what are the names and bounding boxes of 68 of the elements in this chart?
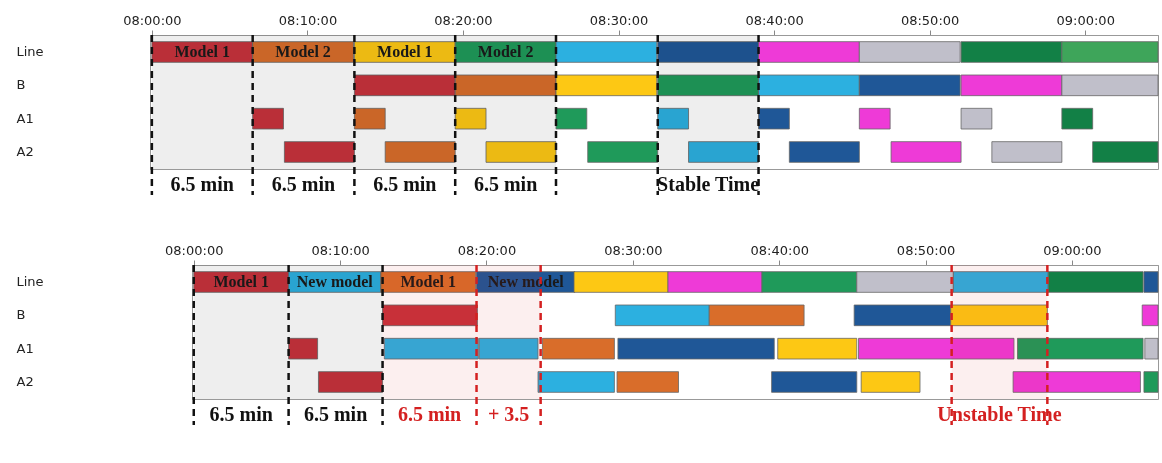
x-tick-label: 08:20:00 (457, 242, 517, 258)
bar (382, 304, 478, 327)
band-label: 6.5 min (473, 173, 538, 195)
y-tick-label: B (16, 307, 26, 323)
band-label: + 3.5 (487, 403, 530, 425)
band-label: 6.5 min (397, 403, 462, 425)
y-tick-label: A1 (16, 340, 34, 356)
x-tick-label: 08:00:00 (123, 12, 182, 28)
bar (541, 337, 615, 360)
y-tick-label: A2 (16, 144, 34, 159)
bar (1141, 304, 1159, 327)
data-label: New model (487, 273, 565, 290)
bar (284, 141, 355, 163)
y-tick-label: B (16, 77, 26, 93)
x-tick-label: 09:00:00 (1043, 242, 1102, 258)
bar (454, 107, 487, 130)
bar (1092, 141, 1159, 163)
x-tick-label: 08:40:00 (750, 242, 809, 258)
data-label: New model (296, 273, 374, 290)
data-label: Model 1 (400, 273, 456, 290)
bar (771, 371, 858, 393)
bar (890, 141, 962, 163)
bar (788, 141, 860, 163)
data-label: Model 1 (377, 43, 433, 60)
band-label: Stable Time (657, 173, 760, 195)
x-tick-label: 08:10:00 (278, 12, 338, 28)
band-label: 6.5 min (373, 173, 437, 195)
band-label: 6.5 min (209, 403, 273, 425)
data-label: Model 1 (174, 43, 231, 60)
bar (354, 107, 386, 130)
bar (1143, 371, 1159, 393)
bar (758, 107, 790, 130)
bar (991, 141, 1063, 163)
x-tick-label: 08:30:00 (589, 12, 649, 28)
x-tick-label: 08:50:00 (900, 12, 960, 28)
data-label: Model 2 (477, 43, 534, 60)
x-tick-label: 08:10:00 (311, 242, 370, 258)
x-tick-label: 08:20:00 (434, 12, 493, 28)
bar (657, 107, 689, 130)
bar (288, 337, 318, 360)
y-tick-label: Line (16, 274, 44, 289)
bar (960, 107, 993, 130)
x-tick-label: 08:30:00 (604, 242, 663, 258)
x-tick-label: 09:00:00 (1056, 12, 1115, 28)
x-tick-label: 08:40:00 (745, 12, 804, 28)
data-label: Model 2 (275, 43, 331, 60)
bar (384, 141, 456, 163)
band-label: 6.5 min (170, 173, 234, 195)
x-tick-label: 08:50:00 (896, 242, 956, 258)
bar (318, 371, 383, 393)
band-label: Unstable Time (937, 403, 1062, 425)
bar (485, 141, 557, 163)
bar (617, 337, 775, 360)
band-label: 6.5 min (271, 173, 336, 195)
y-tick-label: A2 (16, 374, 34, 389)
bar (555, 107, 588, 130)
bar (1012, 371, 1141, 393)
bar (860, 371, 921, 393)
x-tick-label: 08:00:00 (165, 242, 224, 258)
bar (587, 141, 659, 163)
bar (858, 107, 891, 130)
y-tick-label: Line (16, 44, 44, 59)
band-label: 6.5 min (303, 403, 368, 425)
data-label: Model 1 (213, 273, 269, 290)
bar (688, 141, 759, 163)
y-tick-label: A1 (16, 110, 34, 126)
bar (1061, 107, 1094, 130)
bar (252, 107, 284, 130)
